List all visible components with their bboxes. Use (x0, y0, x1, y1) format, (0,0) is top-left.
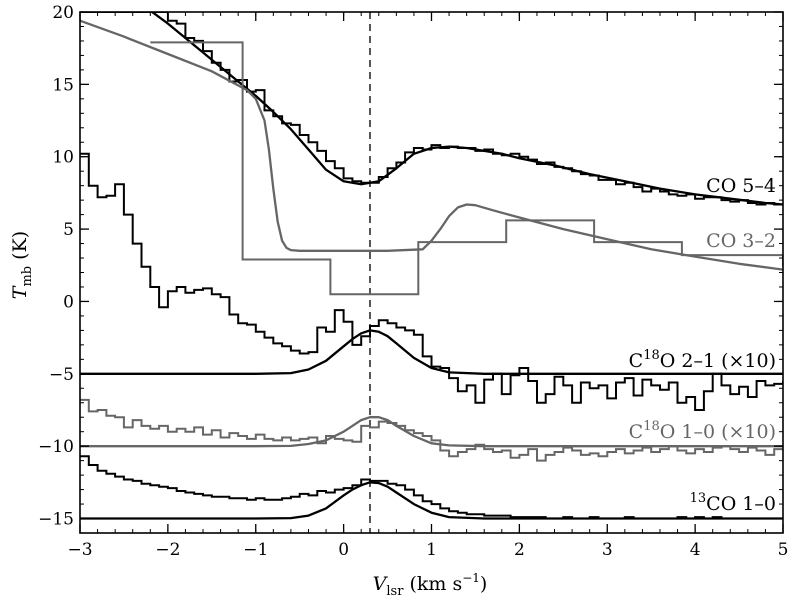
y-tick-label: −10 (38, 437, 74, 457)
y-axis-title: Tmb (K) (9, 231, 35, 299)
series-4-fit (80, 481, 783, 520)
series-1-fit (80, 19, 783, 271)
y-tick-label: −15 (38, 510, 74, 530)
plot-frame (79, 11, 784, 534)
y-tick-label: 10 (52, 148, 74, 168)
y-tick-label: 20 (52, 3, 74, 23)
x-axis-title: Vlsr (km s−1) (373, 571, 488, 599)
series-label-13co10: 13CO 1–0 (690, 491, 776, 515)
series-2-fit (80, 329, 783, 375)
plot-area (80, 12, 783, 533)
x-tick-label: 5 (778, 540, 789, 560)
x-tick-label: 2 (514, 540, 525, 560)
series-3-fit (80, 416, 783, 448)
series-label-co32: CO 3–2 (706, 230, 776, 252)
y-tick-label: −5 (49, 365, 74, 385)
series-label-co54: CO 5–4 (706, 175, 776, 197)
axis-ticks (79, 11, 784, 533)
series-1-spectrum (150, 41, 783, 296)
x-tick-label: 0 (338, 540, 349, 560)
series-3-spectrum (80, 398, 783, 462)
x-tick-label: −3 (67, 540, 92, 560)
y-tick-label: 0 (63, 292, 74, 312)
series-2-spectrum (80, 152, 783, 411)
x-tick-label: 4 (690, 540, 701, 560)
x-tick-label: 1 (426, 540, 437, 560)
x-tick-label: −2 (155, 540, 180, 560)
y-tick-label: 5 (63, 220, 74, 240)
series-4-spectrum (80, 455, 783, 520)
series-label-c18o21: C18O 2–1 (×10) (629, 348, 776, 372)
series-label-c18o10: C18O 1–0 (×10) (629, 419, 776, 443)
x-tick-label: 3 (602, 540, 613, 560)
series-0-fit (150, 12, 783, 206)
x-tick-label: −1 (243, 540, 268, 560)
series-0-spectrum (80, 12, 783, 206)
y-tick-label: 15 (52, 75, 74, 95)
